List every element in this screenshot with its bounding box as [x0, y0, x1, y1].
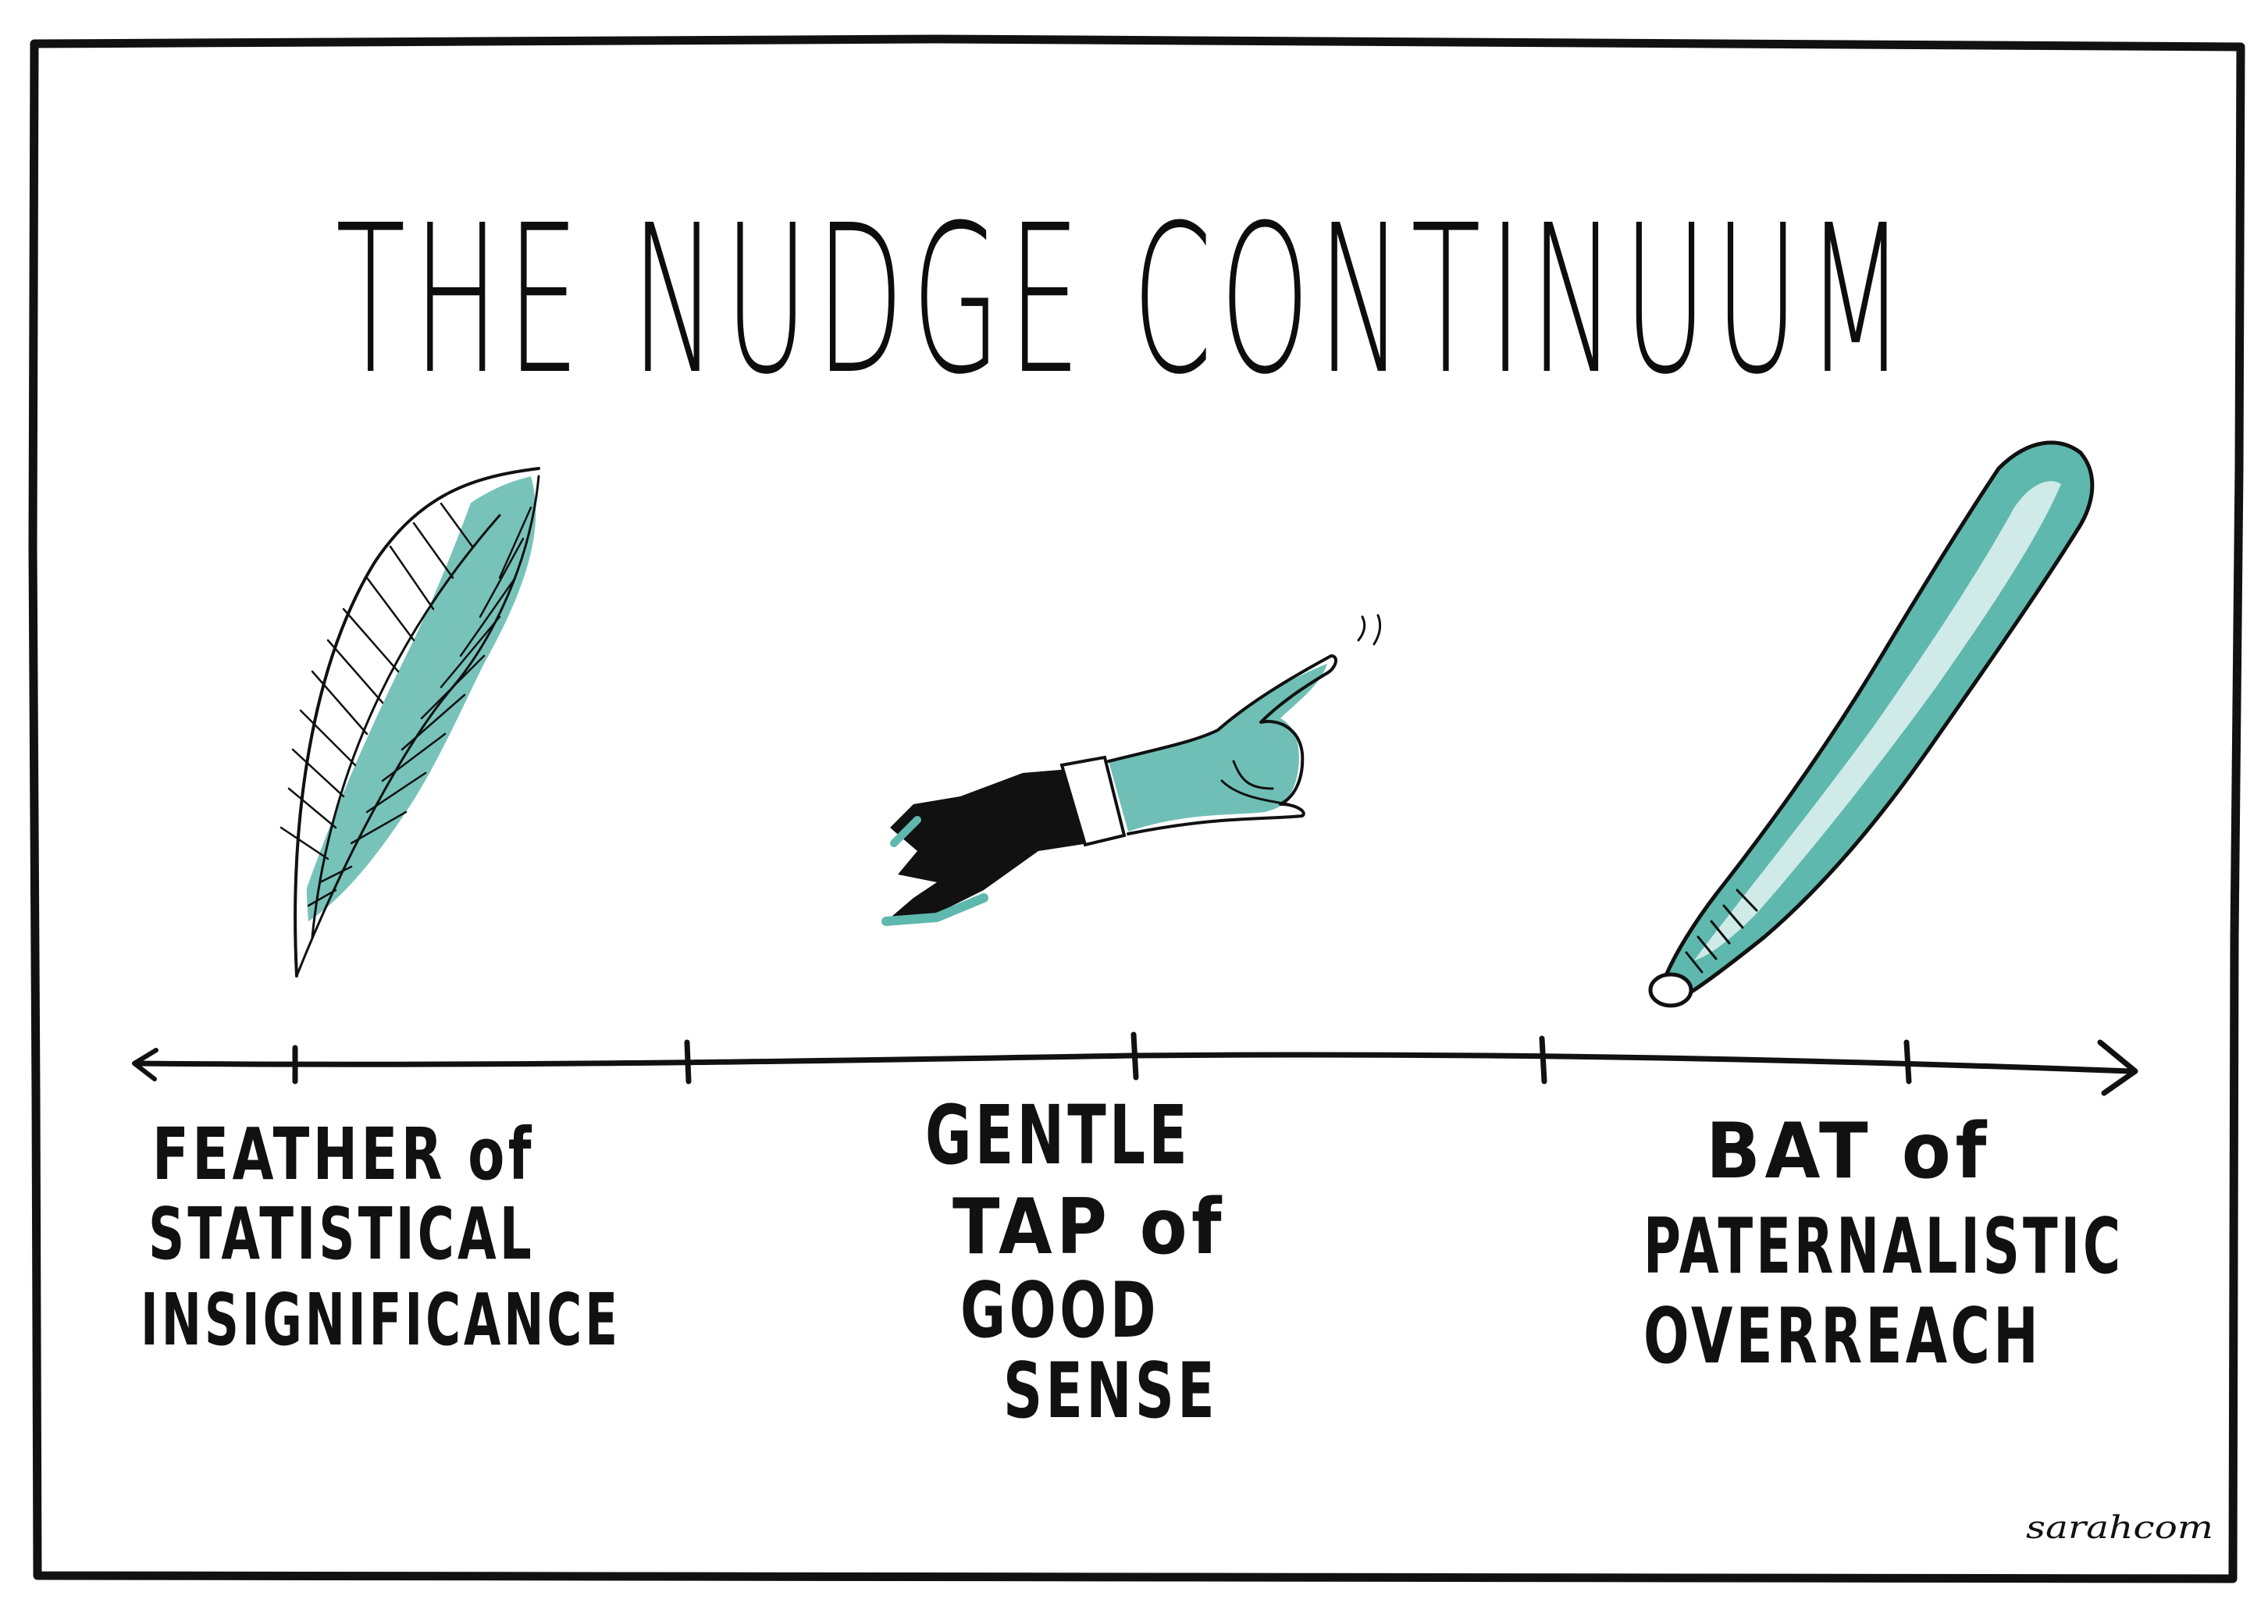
label-feather: FEATHER of STATISTICAL INSIGNIFICANCE	[141, 1113, 621, 1362]
label-tap: GENTLE TAP of GOOD SENSE	[925, 1088, 1226, 1436]
label-feather-line-3: INSIGNIFICANCE	[141, 1278, 621, 1362]
label-bat: BAT of PATERNALISTIC OVERREACH	[1643, 1107, 2124, 1381]
artist-credit: sarahcom	[2026, 1510, 2213, 1546]
feather-icon	[279, 467, 540, 978]
label-bat-line-3: OVERREACH	[1643, 1292, 2042, 1381]
label-tap-line-2: TAP of	[952, 1183, 1226, 1272]
label-tap-line-1: GENTLE	[925, 1088, 1191, 1183]
page-title: THE NUDGE CONTINUUM	[336, 181, 1913, 419]
cartoon-border	[28, 34, 2245, 1583]
pointing-hand-icon	[881, 614, 1382, 926]
label-tap-line-3: GOOD	[960, 1266, 1159, 1355]
continuum-axis	[132, 1031, 2138, 1096]
label-feather-line-2: STATISTICAL	[148, 1192, 535, 1276]
label-bat-line-1: BAT of	[1706, 1107, 1991, 1196]
label-bat-line-2: PATERNALISTIC	[1643, 1202, 2124, 1291]
baseball-bat-icon	[1648, 440, 2095, 1008]
label-feather-line-1: FEATHER of	[152, 1113, 535, 1196]
label-tap-line-4: SENSE	[1003, 1347, 1218, 1436]
